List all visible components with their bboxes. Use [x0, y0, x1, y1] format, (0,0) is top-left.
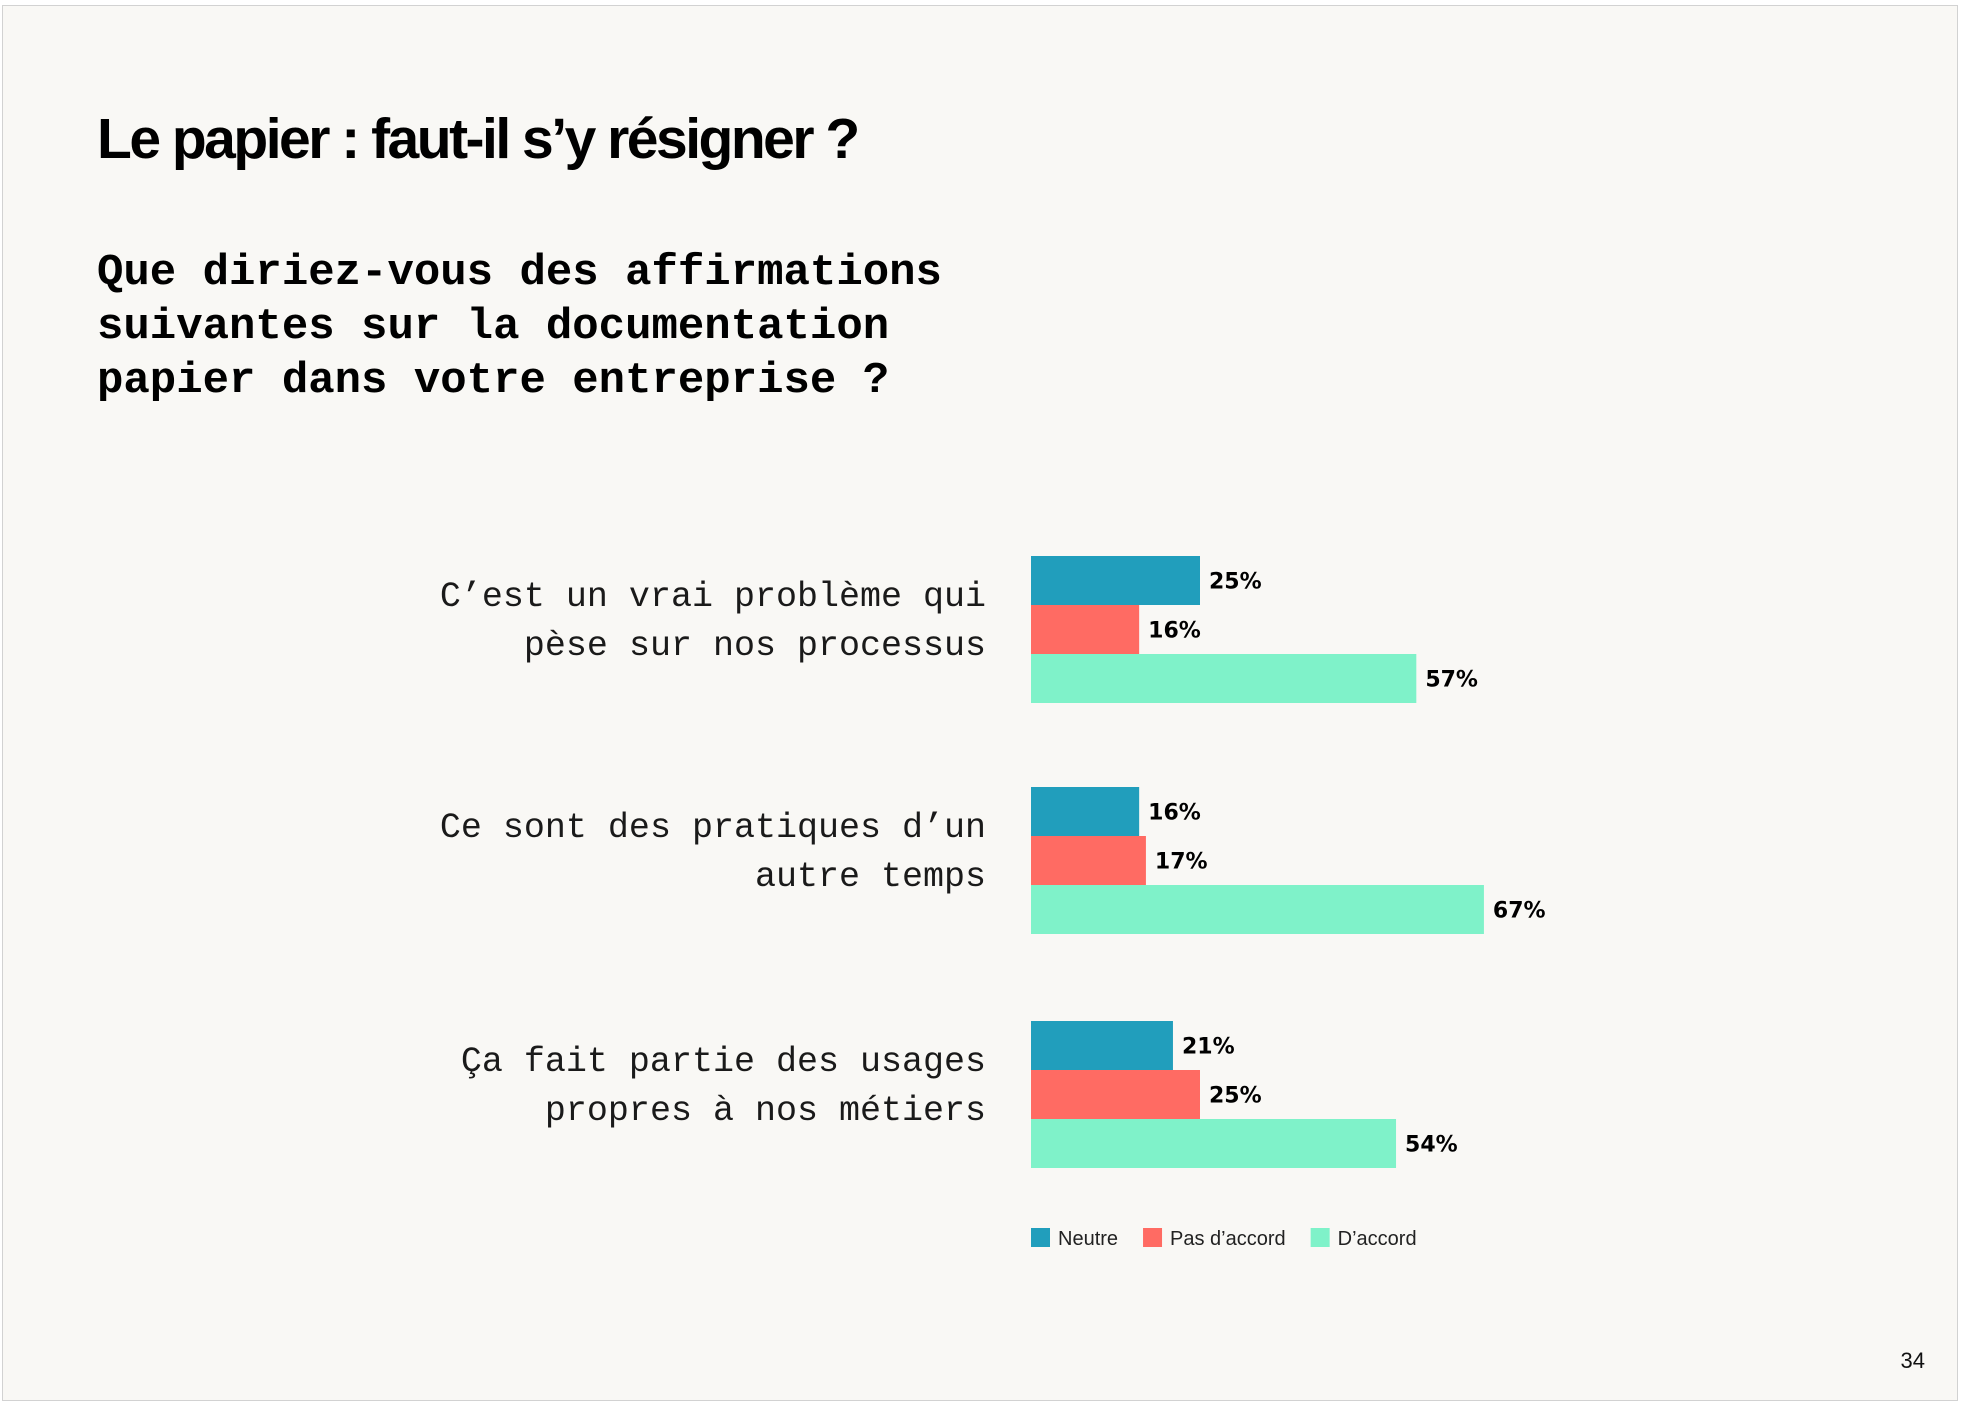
data-label: 57% — [1425, 668, 1478, 693]
category-label-line: Ce sont des pratiques d’un — [440, 808, 986, 848]
bar-pas-d-accord — [1031, 1070, 1200, 1119]
slide: Le papier : faut-il s’y résigner ? Que d… — [2, 5, 1958, 1401]
data-label: 54% — [1405, 1133, 1458, 1158]
category-label-line: Ça fait partie des usages — [461, 1042, 986, 1082]
page-title: Le papier : faut-il s’y résigner ? — [97, 107, 860, 171]
bar-pas-d-accord — [1031, 605, 1140, 654]
legend-label: Pas d’accord — [1170, 1228, 1286, 1250]
bar-d-accord — [1031, 1119, 1397, 1168]
bar-chart: C’est un vrai problème qui pèse sur nos p… — [440, 556, 1546, 1250]
data-label: 21% — [1182, 1035, 1235, 1060]
category-label: Ça fait partie des usages propres à nos m… — [461, 1042, 986, 1131]
category-label: Ce sont des pratiques d’un autre temps — [440, 808, 986, 897]
bar-d-accord — [1031, 654, 1417, 703]
data-label: 25% — [1209, 570, 1262, 595]
survey-question: Que diriez-vous des affirmations suivant… — [97, 248, 942, 406]
bar-neutre — [1031, 556, 1200, 605]
legend-label: Neutre — [1058, 1228, 1118, 1250]
data-label: 25% — [1209, 1084, 1262, 1109]
bar-pas-d-accord — [1031, 836, 1146, 885]
bar-neutre — [1031, 1021, 1173, 1070]
bar-neutre — [1031, 787, 1140, 836]
category-label-line: propres à nos métiers — [545, 1091, 986, 1131]
data-label: 17% — [1155, 850, 1208, 875]
legend-label: D’accord — [1338, 1228, 1417, 1250]
category-label: C’est un vrai problème qui pèse sur nos p… — [440, 577, 986, 666]
category-label-line: pèse sur nos processus — [524, 626, 986, 666]
legend-swatch — [1031, 1228, 1050, 1247]
data-label: 16% — [1148, 619, 1201, 644]
legend-swatch — [1143, 1228, 1163, 1247]
data-label: 67% — [1493, 899, 1546, 924]
bar-d-accord — [1031, 885, 1484, 934]
legend-swatch — [1310, 1228, 1330, 1247]
category-label-line: C’est un vrai problème qui — [440, 577, 986, 617]
page-number: 34 — [1900, 1348, 1925, 1373]
data-label: 16% — [1148, 801, 1201, 826]
category-label-line: autre temps — [755, 857, 986, 897]
